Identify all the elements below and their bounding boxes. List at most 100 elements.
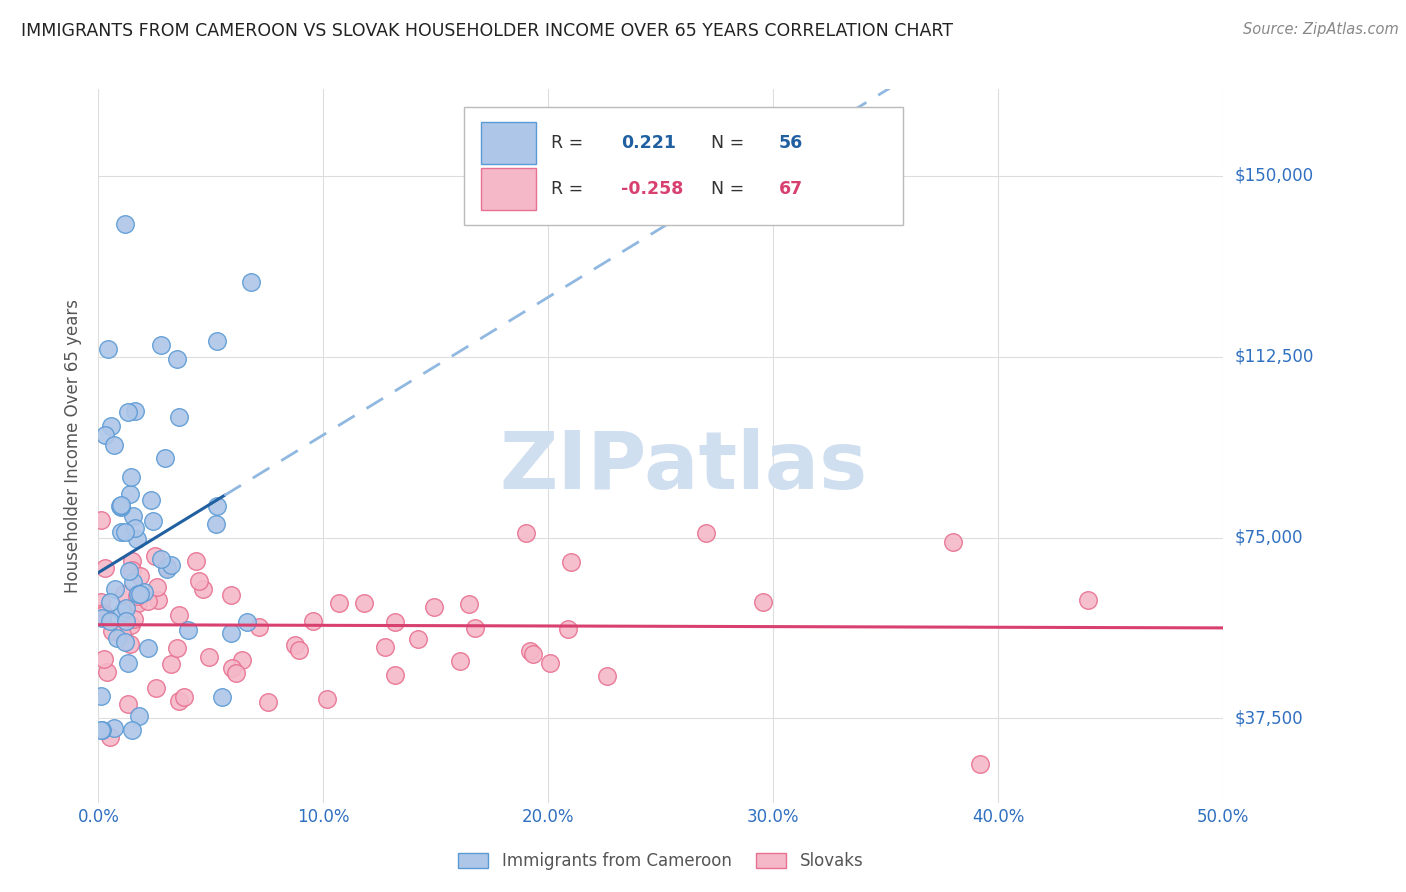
Point [117, 405, 139, 419]
Point [969, 757, 991, 772]
Point [205, 499, 228, 513]
Point [90, 689, 112, 703]
Text: -0.258: -0.258 [621, 180, 683, 198]
Point [256, 695, 278, 709]
Text: 56: 56 [779, 134, 803, 152]
Point [114, 217, 136, 231]
Point [125, 589, 148, 603]
Point [121, 562, 143, 576]
Point [100, 418, 122, 433]
Point [121, 574, 143, 589]
Text: Source: ZipAtlas.com: Source: ZipAtlas.com [1243, 22, 1399, 37]
Point [91, 606, 114, 620]
Point [166, 352, 188, 367]
Point [236, 615, 259, 629]
Point [96, 665, 118, 679]
Point [98, 614, 121, 628]
Point [449, 654, 471, 668]
Point [146, 593, 169, 607]
Point [596, 669, 619, 683]
Point [231, 653, 253, 667]
Point [91, 611, 114, 625]
Point [127, 596, 149, 610]
Point [145, 549, 167, 564]
Point [145, 681, 167, 695]
Point [160, 657, 183, 672]
Point [118, 638, 141, 652]
Point [114, 524, 136, 539]
Point [104, 582, 127, 596]
Point [198, 649, 221, 664]
Point [127, 587, 149, 601]
Point [221, 661, 243, 675]
Point [97, 342, 120, 356]
Point [173, 690, 195, 705]
Point [240, 275, 263, 289]
Point [93, 651, 115, 665]
Point [94, 560, 117, 574]
Text: 0.221: 0.221 [621, 134, 676, 152]
Point [103, 721, 125, 735]
Point [560, 555, 582, 569]
Point [284, 639, 307, 653]
Point [110, 626, 132, 640]
Point [128, 709, 150, 723]
Point [121, 508, 143, 523]
Point [207, 334, 229, 349]
Text: ZIPatlas: ZIPatlas [499, 428, 868, 507]
Point [458, 598, 481, 612]
Point [1077, 593, 1099, 607]
Text: R =: R = [551, 134, 588, 152]
Point [225, 665, 247, 680]
Point [112, 587, 135, 601]
Point [100, 624, 122, 639]
Point [124, 404, 146, 418]
Point [129, 569, 152, 583]
Point [288, 642, 311, 657]
Point [91, 607, 114, 622]
Legend: Immigrants from Cameroon, Slovaks: Immigrants from Cameroon, Slovaks [451, 846, 870, 877]
Point [98, 594, 121, 608]
Point [132, 585, 155, 599]
Point [90, 723, 112, 738]
Point [103, 438, 125, 452]
Point [90, 513, 112, 527]
Point [328, 596, 350, 610]
Point [247, 619, 270, 633]
Point [110, 498, 132, 512]
Point [942, 535, 965, 549]
Point [160, 558, 183, 573]
Point [117, 656, 139, 670]
Text: R =: R = [551, 180, 588, 198]
Point [302, 614, 325, 628]
Point [136, 641, 159, 656]
Point [519, 644, 541, 658]
Point [90, 723, 112, 738]
Point [464, 621, 486, 635]
Point [384, 668, 406, 682]
Point [211, 690, 233, 704]
Point [125, 533, 148, 547]
Text: $112,500: $112,500 [1234, 348, 1313, 366]
Point [374, 640, 396, 655]
Point [105, 632, 128, 646]
Point [124, 612, 146, 626]
Point [129, 587, 152, 601]
Point [114, 600, 136, 615]
Point [124, 521, 146, 535]
Point [120, 469, 142, 483]
Point [193, 582, 215, 596]
Point [353, 596, 375, 610]
Point [177, 623, 200, 637]
Point [167, 608, 190, 623]
Point [90, 594, 112, 608]
Point [111, 606, 134, 620]
Point [219, 625, 242, 640]
Point [166, 640, 188, 655]
Point [219, 588, 242, 602]
Point [118, 565, 141, 579]
Point [184, 554, 207, 568]
Text: N =: N = [711, 134, 751, 152]
Point [752, 595, 775, 609]
Point [121, 554, 143, 568]
